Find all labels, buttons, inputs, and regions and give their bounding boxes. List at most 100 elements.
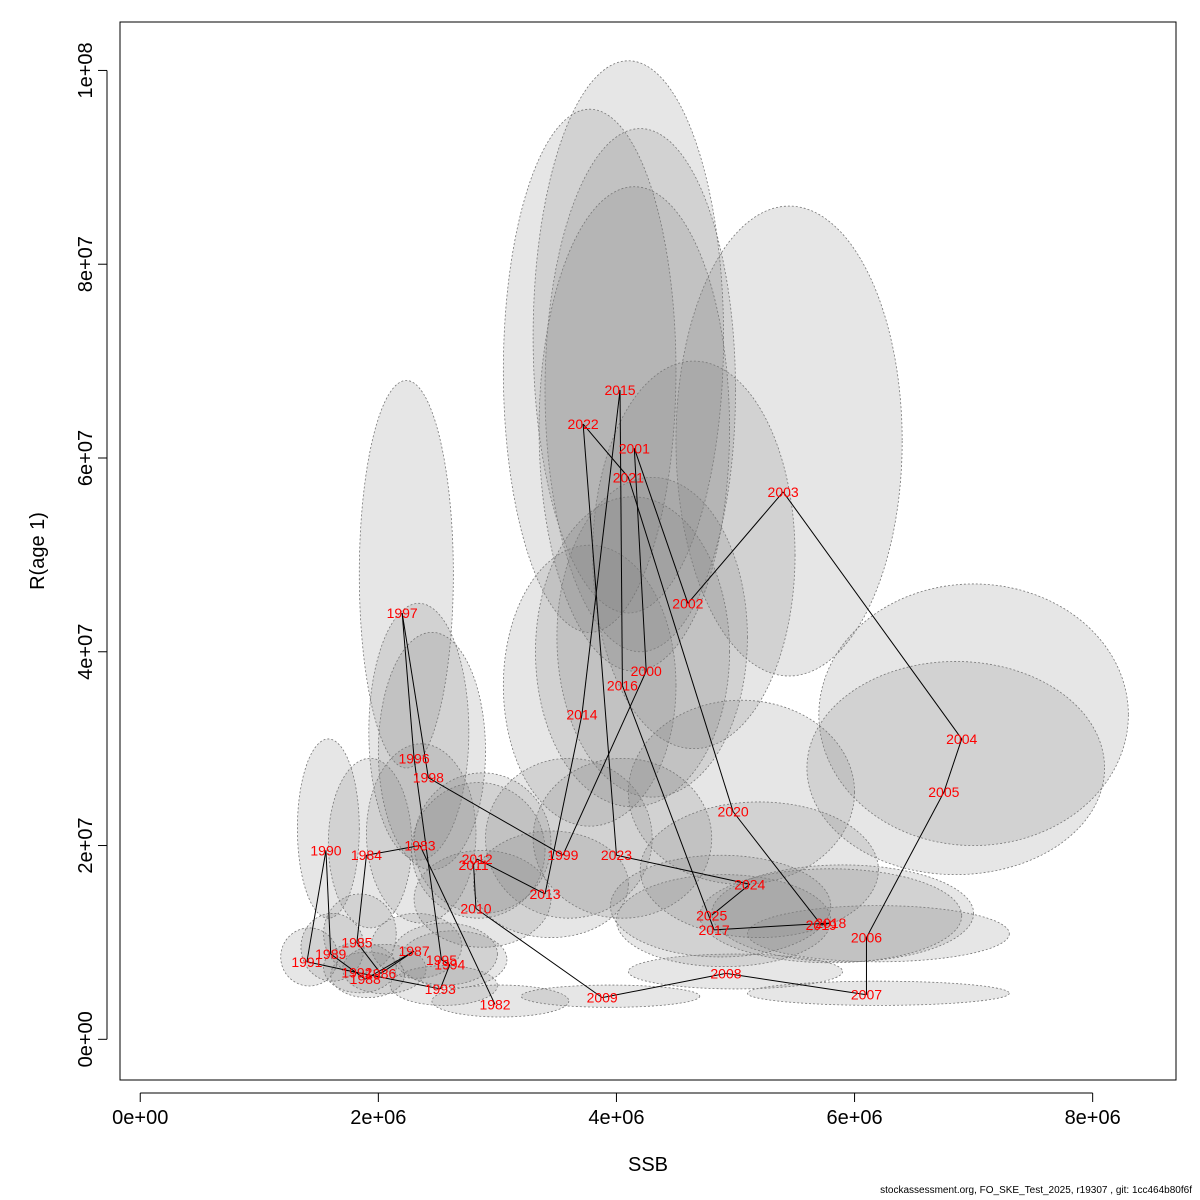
ellipse-1987	[370, 912, 463, 979]
trajectory-segment-2023-2024	[616, 854, 750, 885]
year-label-1999: 1999	[547, 847, 578, 863]
ellipse-2019	[699, 868, 963, 964]
ellipse-2000	[556, 476, 748, 798]
trajectory-segment-2018-2019	[821, 922, 831, 926]
year-label-1985: 1985	[341, 934, 372, 950]
year-label-2006: 2006	[851, 930, 882, 946]
year-label-1982: 1982	[479, 996, 510, 1012]
y-tick-label-5: 1e+08	[75, 42, 97, 98]
trajectory-segment-1999-2000	[562, 670, 647, 856]
x-tick-label-0: 0e+00	[112, 1107, 168, 1129]
year-label-2013: 2013	[529, 886, 560, 902]
year-label-2003: 2003	[768, 484, 799, 500]
year-label-2016: 2016	[607, 678, 638, 694]
trajectory-lines	[306, 390, 963, 1005]
year-label-1996: 1996	[398, 750, 429, 766]
ellipse-1983	[366, 743, 477, 924]
ellipse-2005	[806, 661, 1105, 876]
x-tick-label-2: 4e+06	[588, 1107, 644, 1129]
year-label-2000: 2000	[631, 663, 662, 679]
trajectory-segment-1988-1989	[330, 953, 366, 980]
trajectory-segment-1998-1999	[428, 777, 564, 856]
ellipse-2013	[473, 830, 629, 938]
x-tick-label-4: 8e+06	[1065, 1107, 1121, 1129]
year-label-1986: 1986	[365, 965, 396, 981]
year-label-1993: 1993	[425, 981, 456, 997]
year-label-2008: 2008	[710, 965, 741, 981]
year-label-2020: 2020	[718, 804, 749, 820]
ellipse-2010	[413, 849, 552, 948]
year-label-2007: 2007	[851, 987, 882, 1003]
trajectory-segment-2005-2006	[866, 792, 945, 938]
trajectory-segment-2013-2014	[544, 714, 583, 895]
year-label-2024: 2024	[734, 876, 765, 892]
year-label-2011: 2011	[459, 857, 489, 873]
trajectory-segment-1990-1991	[306, 850, 327, 962]
y-axis-title: R(age 1)	[27, 512, 49, 590]
trajectory-segment-1993-1994	[439, 964, 451, 990]
ellipse-2016	[535, 496, 730, 808]
ellipse-1993	[389, 965, 498, 1006]
year-label-1990: 1990	[310, 842, 341, 858]
year-label-1984: 1984	[351, 847, 382, 863]
plot-frame	[119, 21, 1177, 1081]
ellipse-1999	[485, 757, 653, 919]
trajectory-segment-2020-2021	[627, 477, 734, 812]
year-label-1992: 1992	[341, 964, 372, 980]
year-label-2010: 2010	[460, 901, 491, 917]
year-label-2009: 2009	[587, 990, 618, 1006]
year-label-2025: 2025	[696, 907, 727, 923]
ellipse-2017	[616, 874, 832, 968]
ellipse-2007	[747, 980, 1010, 1006]
trajectory-segment-1982-1983	[419, 845, 496, 1005]
trajectory-segment-2021-2022	[582, 423, 629, 478]
y-tick-label-2: 4e+07	[75, 624, 97, 680]
ellipse-2008	[627, 953, 844, 990]
trajectory-segment-2012-2013	[476, 858, 546, 895]
year-label-1987: 1987	[398, 943, 429, 959]
x-tick-label-3: 6e+06	[826, 1107, 882, 1129]
trajectory-segment-1983-1984	[366, 845, 421, 856]
trajectory-segment-2004-2005	[943, 738, 963, 793]
year-label-1994: 1994	[434, 957, 465, 973]
year-label-1991: 1991	[291, 954, 322, 970]
ellipse-1984	[327, 757, 413, 929]
ellipse-2015	[532, 60, 724, 614]
year-label-2012: 2012	[462, 851, 493, 867]
y-axis: 0e+00 2e+07 4e+07 6e+07 8e+07 1e+08	[75, 42, 108, 1067]
y-tick-label-3: 6e+07	[75, 430, 97, 486]
trajectory-segment-2008-2009	[602, 972, 727, 999]
ellipse-2006	[747, 905, 1010, 963]
year-labels: 1982198319841985198619871988198919901991…	[291, 382, 977, 1012]
year-label-1995: 1995	[426, 952, 457, 968]
ellipse-2022	[502, 108, 677, 633]
ellipse-1992	[323, 942, 397, 994]
ellipse-1997	[358, 380, 454, 769]
x-axis-title: SSB	[628, 1154, 668, 1176]
y-tick-label-4: 8e+07	[75, 236, 97, 292]
year-label-2023: 2023	[601, 847, 632, 863]
ellipse-1985	[323, 893, 397, 974]
ellipse-2025	[610, 854, 832, 958]
trajectory-segment-1996-1997	[401, 612, 415, 759]
ellipse-2004	[818, 583, 1129, 846]
trajectory-segment-1992-1993	[356, 971, 441, 990]
trajectory-segment-1984-1985	[356, 855, 367, 943]
year-label-2018: 2018	[815, 915, 846, 931]
trajectory-segment-2015-2016	[619, 390, 623, 686]
year-label-2002: 2002	[672, 595, 703, 611]
year-label-1988: 1988	[350, 971, 381, 987]
ellipse-1990	[296, 738, 360, 919]
trajectory-segment-1997-1998	[401, 612, 429, 778]
year-label-1998: 1998	[413, 770, 444, 786]
trajectory-segment-2007-2008	[725, 972, 867, 996]
trajectory-segment-1995-1996	[413, 758, 442, 960]
x-tick-label-1: 2e+06	[350, 1107, 406, 1129]
confidence-ellipses	[280, 60, 1129, 1018]
ellipse-2014	[502, 544, 677, 827]
year-label-2001: 2001	[619, 440, 650, 456]
year-label-2015: 2015	[604, 382, 635, 398]
year-label-2019: 2019	[806, 917, 837, 933]
ellipse-2018	[711, 864, 975, 963]
